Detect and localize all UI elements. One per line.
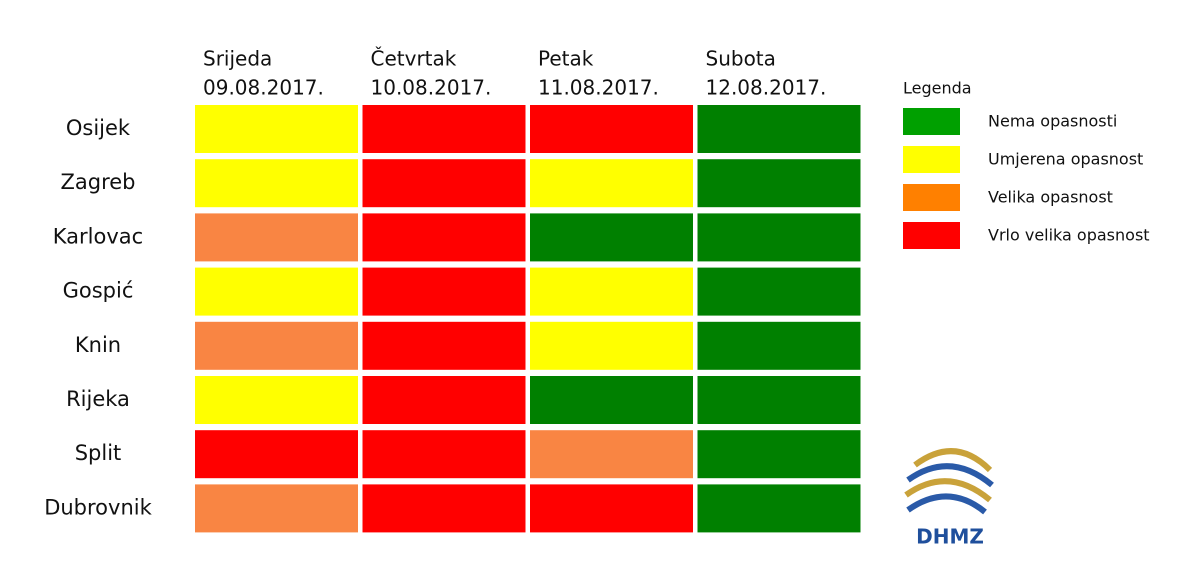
city-label: Dubrovnik xyxy=(44,495,152,519)
city-label: Rijeka xyxy=(66,387,130,411)
legend-label: Umjerena opasnost xyxy=(988,150,1143,169)
risk-cell xyxy=(530,484,693,533)
risk-cell xyxy=(195,321,358,370)
column-day: Četvrtak xyxy=(371,47,457,71)
risk-cell xyxy=(697,105,861,153)
risk-cell xyxy=(362,105,526,153)
risk-cell xyxy=(530,376,693,424)
risk-cell xyxy=(697,430,861,479)
risk-cell xyxy=(362,267,526,316)
legend-label: Velika opasnost xyxy=(988,188,1113,207)
legend-label: Nema opasnosti xyxy=(988,112,1117,131)
city-label: Gospić xyxy=(63,279,134,303)
risk-cell xyxy=(362,159,526,208)
column-day: Subota xyxy=(706,47,776,71)
risk-cell xyxy=(195,105,358,153)
column-date: 10.08.2017. xyxy=(371,76,492,100)
column-day: Petak xyxy=(538,47,594,71)
risk-cell xyxy=(362,213,526,262)
column-date: 11.08.2017. xyxy=(538,76,659,100)
risk-cell xyxy=(697,267,861,316)
risk-cell xyxy=(195,484,358,533)
city-label: Knin xyxy=(75,333,121,357)
risk-cell xyxy=(362,430,526,479)
risk-cell xyxy=(362,321,526,370)
column-date: 09.08.2017. xyxy=(203,76,324,100)
risk-cell xyxy=(697,159,861,208)
logo: DHMZ xyxy=(904,448,994,549)
risk-cell xyxy=(530,321,693,370)
legend-label: Vrlo velika opasnost xyxy=(988,226,1150,245)
legend-swatch xyxy=(903,108,960,135)
risk-cell xyxy=(697,213,861,262)
legend-swatch xyxy=(903,184,960,211)
risk-cell xyxy=(530,159,693,208)
legend-title: Legenda xyxy=(903,79,972,98)
logo-text: DHMZ xyxy=(916,525,984,549)
column-day: Srijeda xyxy=(203,47,272,71)
risk-cell xyxy=(530,267,693,316)
city-label: Karlovac xyxy=(53,224,143,248)
legend-swatch xyxy=(903,146,960,173)
city-label: Zagreb xyxy=(60,170,135,194)
city-label: Split xyxy=(75,441,122,465)
legend-swatch xyxy=(903,222,960,249)
risk-cell xyxy=(697,321,861,370)
risk-cell xyxy=(362,484,526,533)
risk-cell xyxy=(697,376,861,424)
column-date: 12.08.2017. xyxy=(706,76,827,100)
risk-cell xyxy=(362,376,526,424)
risk-cell xyxy=(530,105,693,153)
risk-cell xyxy=(195,213,358,262)
risk-cell xyxy=(530,213,693,262)
risk-cell xyxy=(195,267,358,316)
city-label: Osijek xyxy=(66,116,131,140)
risk-cell xyxy=(530,430,693,479)
risk-cell xyxy=(195,376,358,424)
risk-cell xyxy=(195,430,358,479)
risk-cell xyxy=(195,159,358,208)
risk-cell xyxy=(697,484,861,533)
